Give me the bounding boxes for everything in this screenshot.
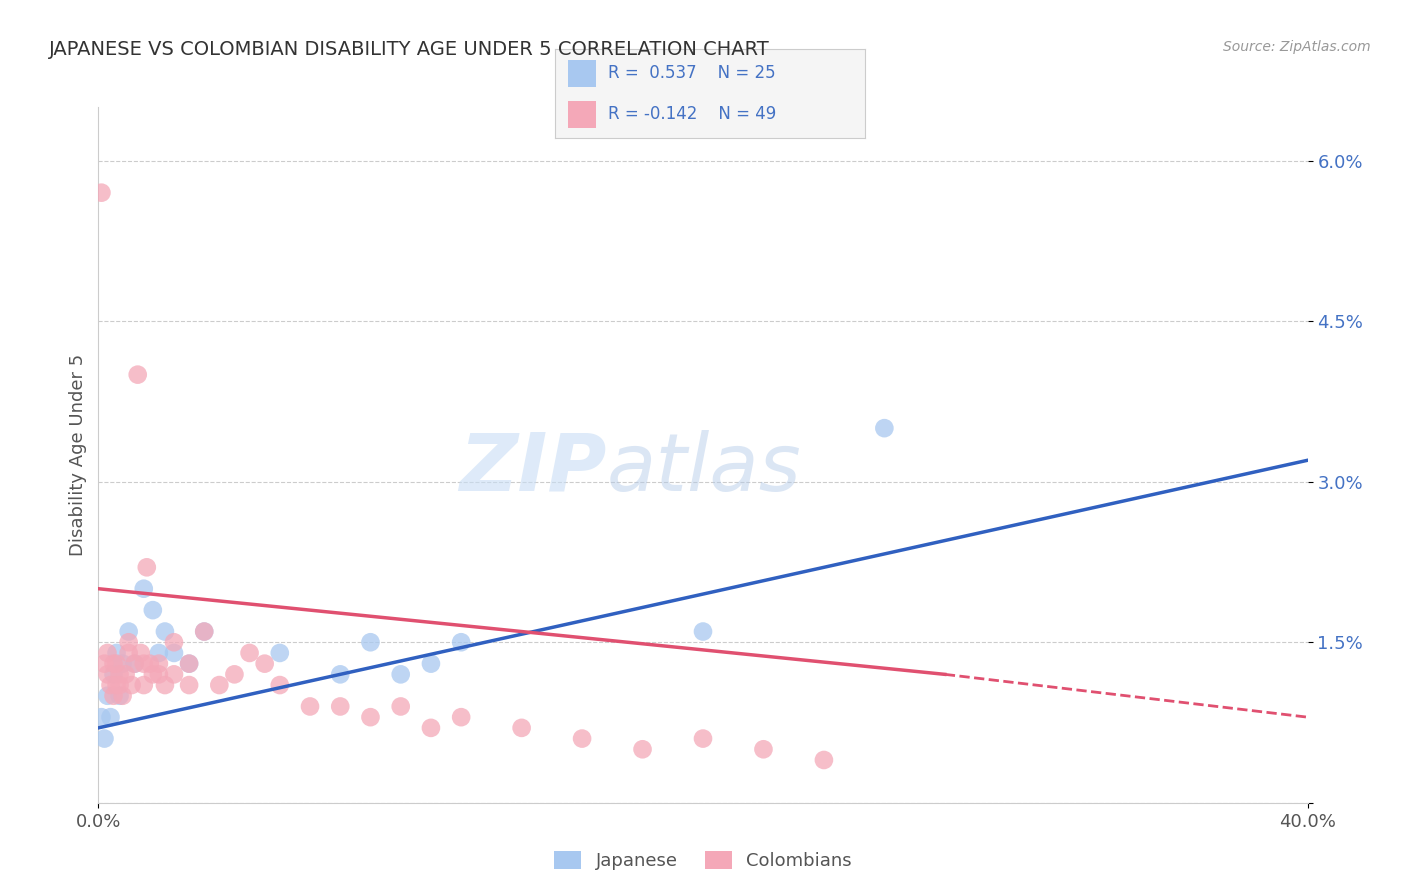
Point bbox=[360, 635, 382, 649]
Point bbox=[105, 657, 128, 671]
Point bbox=[752, 742, 775, 756]
Point bbox=[93, 731, 115, 746]
Point bbox=[108, 667, 131, 681]
Text: ZIP: ZIP bbox=[458, 430, 606, 508]
Point bbox=[389, 667, 412, 681]
Text: Source: ZipAtlas.com: Source: ZipAtlas.com bbox=[1223, 40, 1371, 54]
Point bbox=[329, 699, 352, 714]
Point bbox=[124, 657, 146, 671]
Point bbox=[105, 646, 128, 660]
Point bbox=[239, 646, 262, 660]
Point bbox=[631, 742, 654, 756]
Y-axis label: Disability Age Under 5: Disability Age Under 5 bbox=[69, 354, 87, 556]
Point bbox=[692, 624, 714, 639]
Point bbox=[105, 678, 128, 692]
Point bbox=[132, 582, 155, 596]
Point bbox=[510, 721, 533, 735]
Legend: Japanese, Colombians: Japanese, Colombians bbox=[547, 844, 859, 877]
Text: atlas: atlas bbox=[606, 430, 801, 508]
Point bbox=[142, 603, 165, 617]
Point bbox=[813, 753, 835, 767]
Point bbox=[419, 657, 441, 671]
Point bbox=[96, 689, 118, 703]
Point bbox=[90, 710, 112, 724]
Point bbox=[177, 657, 201, 671]
Point bbox=[135, 560, 157, 574]
Point bbox=[118, 646, 141, 660]
Point bbox=[148, 646, 170, 660]
Point bbox=[111, 657, 134, 671]
Bar bbox=[568, 101, 596, 128]
Point bbox=[193, 624, 215, 639]
Point bbox=[103, 689, 125, 703]
Point bbox=[177, 657, 201, 671]
Point bbox=[111, 689, 134, 703]
Point bbox=[118, 624, 141, 639]
Point bbox=[100, 710, 122, 724]
Point bbox=[139, 657, 162, 671]
Point bbox=[253, 657, 276, 671]
Point bbox=[692, 731, 714, 746]
Point bbox=[129, 646, 152, 660]
Point bbox=[163, 635, 186, 649]
Point bbox=[299, 699, 322, 714]
Point bbox=[142, 667, 165, 681]
Text: R = -0.142    N = 49: R = -0.142 N = 49 bbox=[607, 105, 776, 123]
Point bbox=[132, 657, 155, 671]
Point bbox=[132, 678, 155, 692]
Point bbox=[148, 667, 170, 681]
Point bbox=[193, 624, 215, 639]
Point bbox=[108, 678, 131, 692]
Text: R =  0.537    N = 25: R = 0.537 N = 25 bbox=[607, 64, 776, 82]
Point bbox=[450, 710, 472, 724]
Point bbox=[93, 657, 115, 671]
Point bbox=[269, 678, 291, 692]
Point bbox=[121, 678, 143, 692]
Point bbox=[96, 646, 118, 660]
Bar bbox=[568, 60, 596, 87]
Point bbox=[419, 721, 441, 735]
Point bbox=[329, 667, 352, 681]
Point bbox=[389, 699, 412, 714]
Point bbox=[100, 678, 122, 692]
Point bbox=[177, 678, 201, 692]
Point bbox=[163, 667, 186, 681]
Point bbox=[571, 731, 593, 746]
Text: JAPANESE VS COLOMBIAN DISABILITY AGE UNDER 5 CORRELATION CHART: JAPANESE VS COLOMBIAN DISABILITY AGE UND… bbox=[49, 40, 770, 59]
Point bbox=[163, 646, 186, 660]
Point bbox=[108, 689, 131, 703]
Point bbox=[450, 635, 472, 649]
Point bbox=[90, 186, 112, 200]
Point bbox=[224, 667, 246, 681]
Point bbox=[127, 368, 149, 382]
Point bbox=[208, 678, 231, 692]
Point bbox=[114, 667, 136, 681]
Point bbox=[873, 421, 896, 435]
Point bbox=[153, 624, 176, 639]
Point bbox=[103, 657, 125, 671]
Point bbox=[118, 635, 141, 649]
Point bbox=[103, 667, 125, 681]
Point bbox=[96, 667, 118, 681]
Point bbox=[124, 657, 146, 671]
Point bbox=[148, 657, 170, 671]
Point bbox=[360, 710, 382, 724]
Point bbox=[269, 646, 291, 660]
Point bbox=[153, 678, 176, 692]
